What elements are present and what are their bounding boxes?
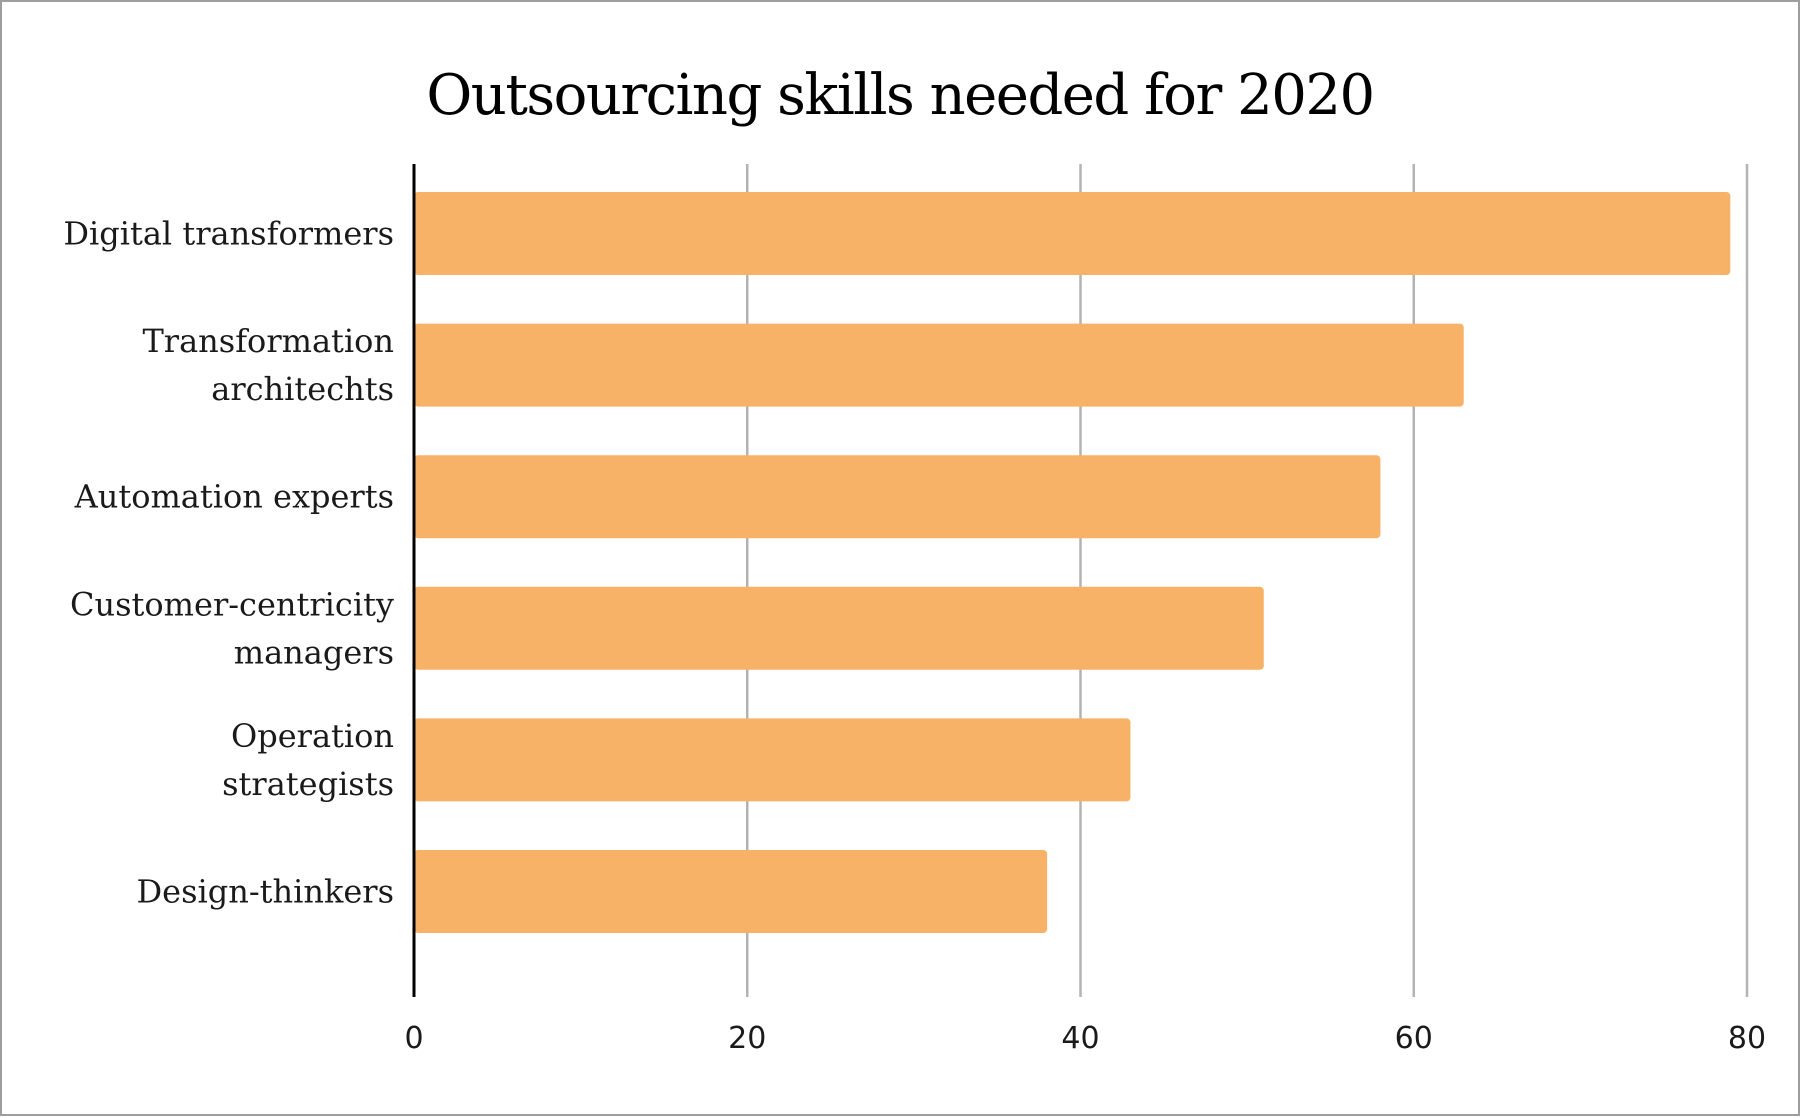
bar	[414, 718, 1131, 802]
bar	[414, 455, 1381, 539]
x-tick-label: 40	[1061, 1021, 1099, 1056]
chart-title: Outsourcing skills needed for 2020	[426, 63, 1373, 128]
bar	[414, 850, 1048, 933]
x-tick-label: 60	[1395, 1021, 1433, 1056]
bar	[414, 586, 1264, 670]
category-label-layer: Digital transformers Transformation archit…	[63, 215, 394, 911]
x-tick-label: 80	[1728, 1021, 1766, 1056]
bar-layer	[414, 192, 1731, 933]
bar	[414, 192, 1731, 275]
category-label: Digital transformers	[63, 215, 394, 253]
category-label: strategists	[222, 765, 394, 803]
x-tick-label: 20	[728, 1021, 766, 1056]
category-label: Automation experts	[74, 478, 394, 516]
category-label: architechts	[211, 370, 394, 408]
x-tick-label: 0	[404, 1021, 423, 1056]
category-label: Operation	[231, 717, 394, 755]
category-label: Customer-centricity	[70, 585, 394, 623]
category-label: managers	[234, 633, 394, 671]
x-tick-label-layer: 0 20 40 60 80	[404, 1021, 1766, 1056]
bar	[414, 323, 1464, 407]
category-label: Transformation	[142, 322, 394, 360]
category-label: Design-thinkers	[136, 873, 394, 911]
